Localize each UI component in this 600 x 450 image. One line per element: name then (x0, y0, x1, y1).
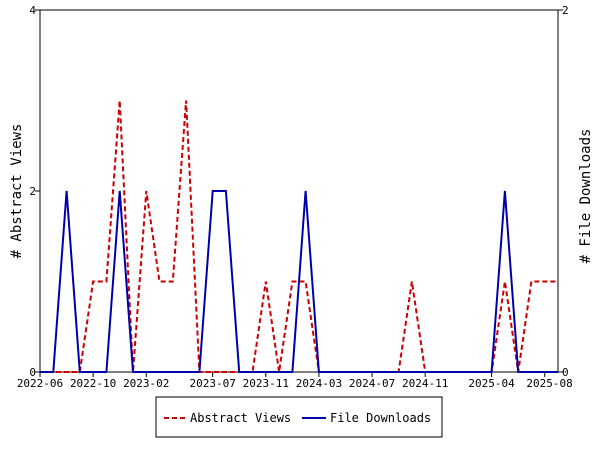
plot-area (39, 9, 559, 373)
y-tick-label-left: 4 (29, 4, 36, 17)
x-tick-label: 2024-03 (296, 377, 342, 390)
x-tick-label: 2025-04 (468, 377, 515, 390)
y-tick-label-right: 2 (562, 4, 569, 17)
legend: Abstract Views File Downloads (155, 396, 443, 438)
y-axis-title-left: # Abstract Views (9, 124, 25, 259)
x-tick-label: 2023-02 (123, 377, 169, 390)
x-tick-label: 2022-10 (70, 377, 116, 390)
x-tick-label: 2024-11 (402, 377, 448, 390)
x-tick-label: 2025-08 (526, 377, 572, 390)
tick-group: 0 2 4 0 2 2022-06 2022-10 2023-02 2023-07 2023-11… (17, 4, 573, 390)
legend-label-abstract-views: Abstract Views (190, 411, 291, 425)
legend-box (155, 396, 443, 438)
y-tick-label-left: 2 (29, 185, 36, 198)
series-group (40, 100, 558, 373)
y-tick-label-right: 0 (562, 366, 569, 379)
y-axis-title-right: # File Downloads (578, 129, 594, 264)
legend-label-file-downloads: File Downloads (330, 411, 431, 425)
x-tick-label: 2023-11 (243, 377, 289, 390)
x-tick-label: 2023-07 (189, 377, 235, 390)
x-tick-label: 2022-06 (17, 377, 63, 390)
series-line-file-downloads (40, 190, 558, 373)
y-tick-label-left: 0 (29, 366, 36, 379)
x-tick-label: 2024-07 (349, 377, 395, 390)
